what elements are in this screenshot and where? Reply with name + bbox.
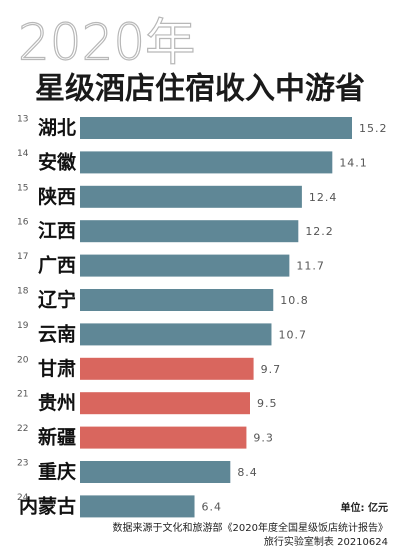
value-label: 8.4 [237,466,258,479]
bar [80,254,290,277]
value-label: 6.4 [202,500,223,513]
category-label: 安徽 [38,150,77,173]
rank-label: 21 [17,390,28,400]
value-label: 10.7 [278,328,307,341]
category-label: 内蒙古 [19,494,76,517]
value-label: 15.2 [359,122,388,135]
category-label: 云南 [38,323,76,345]
rank-label: 16 [17,218,29,228]
rank-label: 24 [17,493,29,503]
value-label: 9.7 [261,363,282,376]
bar [80,151,333,174]
category-label: 江西 [38,220,76,242]
bar [80,220,299,243]
category-label: 广西 [38,254,76,277]
rank-label: 23 [17,459,28,469]
value-label: 9.5 [257,397,278,410]
category-label: 辽宁 [38,288,76,311]
chart-subtitle: 2020年 [18,14,195,72]
category-label: 甘肃 [38,357,76,380]
rank-label: 15 [17,183,28,193]
bar [80,357,254,380]
value-label: 10.8 [280,294,309,307]
value-label: 12.2 [305,225,334,238]
rank-label: 18 [17,287,29,297]
bar [80,392,250,415]
bar [80,289,274,311]
chart-title: 星级酒店住宿收入中游省 [35,72,365,107]
rank-label: 13 [17,115,28,125]
bar [80,426,247,449]
value-label: 14.1 [339,156,368,169]
unit-label: 单位: 亿元 [341,501,388,514]
bar [80,323,272,346]
rank-label: 20 [17,355,29,365]
rank-label: 19 [17,321,29,331]
bar [80,117,352,139]
credit: 旅行实验室制表 20210624 [264,535,388,548]
rank-label: 14 [17,149,29,159]
bar [80,495,195,518]
value-label: 9.3 [253,432,274,445]
bar [80,461,231,483]
value-label: 11.7 [296,260,325,273]
source: 数据来源于文化和旅游部《2020年度全国星级饭店统计报告》 [113,521,388,534]
rank-label: 17 [17,252,28,262]
rank-label: 22 [17,424,28,434]
bar [80,185,302,208]
value-label: 12.4 [309,191,338,204]
category-label: 重庆 [38,460,76,483]
category-label: 新疆 [38,426,76,449]
category-label: 湖北 [38,117,76,139]
category-label: 贵州 [38,392,76,414]
category-label: 陕西 [38,185,76,208]
